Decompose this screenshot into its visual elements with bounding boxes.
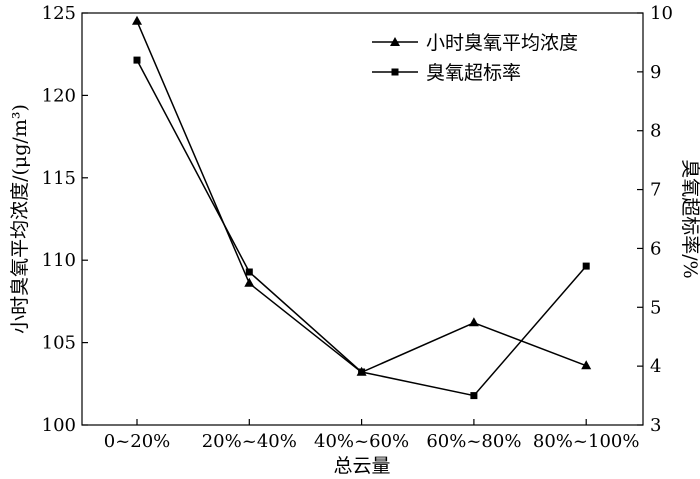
x-tick-label: 40%~60% xyxy=(314,431,409,452)
right-y-tick-label: 9 xyxy=(650,62,661,83)
plot-frame xyxy=(81,12,644,426)
left-y-tick-label: 100 xyxy=(42,415,76,436)
right-y-tick-label: 6 xyxy=(650,238,661,259)
x-axis-title: 总云量 xyxy=(333,455,390,477)
data-point-square xyxy=(470,392,478,400)
data-point-square xyxy=(358,368,366,376)
right-y-tick-label: 4 xyxy=(650,356,661,377)
data-point-triangle xyxy=(468,317,479,327)
left-y-tick-label: 110 xyxy=(42,250,76,271)
left-y-axis-title: 小时臭氧平均浓度/(μg/m³) xyxy=(9,104,31,334)
left-y-tick-label: 120 xyxy=(42,85,76,106)
series-line-exceedance-rate xyxy=(136,59,587,397)
legend-label-ozone-concentration: 小时臭氧平均浓度 xyxy=(426,32,578,54)
x-axis: 0~20% 20%~40% 40%~60% 60%~80% 80%~100% xyxy=(104,419,640,452)
legend-marker-square xyxy=(391,68,399,76)
x-tick-label: 20%~40% xyxy=(202,431,297,452)
x-tick-label: 60%~80% xyxy=(426,431,521,452)
data-point-square xyxy=(245,268,253,276)
right-y-tick-label: 8 xyxy=(650,121,661,142)
right-y-tick-label: 5 xyxy=(650,297,661,318)
right-y-tick-label: 10 xyxy=(650,3,673,24)
left-y-tick-label: 115 xyxy=(42,168,76,189)
data-point-square xyxy=(133,56,141,64)
legend-marker-triangle xyxy=(390,37,400,46)
data-point-triangle xyxy=(581,360,592,370)
left-y-tick-label: 125 xyxy=(42,3,76,24)
right-y-axis: 3 4 5 6 7 8 9 10 xyxy=(637,3,673,436)
legend: 小时臭氧平均浓度 臭氧超标率 xyxy=(372,32,578,84)
left-y-axis: 100 105 110 115 120 125 xyxy=(42,3,88,436)
x-tick-label: 0~20% xyxy=(104,431,171,452)
x-tick-label: 80%~100% xyxy=(533,431,640,452)
left-y-tick-label: 105 xyxy=(42,333,76,354)
right-y-tick-label: 3 xyxy=(650,415,661,436)
series-layer xyxy=(132,15,592,400)
legend-label-exceedance-rate: 臭氧超标率 xyxy=(426,62,521,84)
right-y-tick-label: 7 xyxy=(650,180,661,201)
data-point-square xyxy=(582,262,590,270)
right-y-axis-title: 臭氧超标率/% xyxy=(679,159,700,278)
data-point-triangle xyxy=(244,277,255,287)
data-point-triangle xyxy=(132,15,142,25)
